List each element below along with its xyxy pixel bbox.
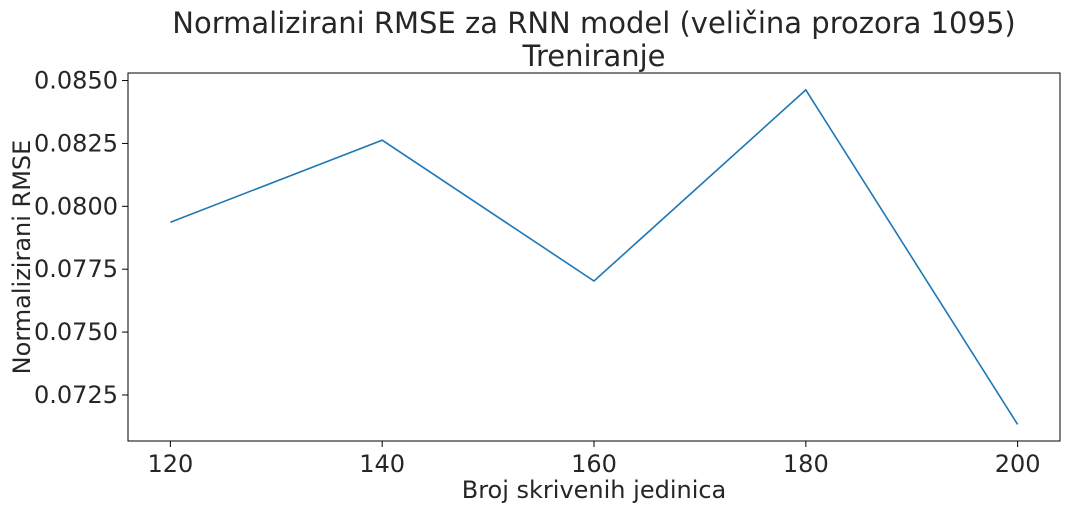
y-tick-label: 0.0825 [34, 129, 118, 157]
x-axis-label: Broj skrivenih jedinica [462, 476, 727, 504]
y-tick-label: 0.0750 [34, 318, 118, 346]
x-axis: 120 140 160 180 200 [147, 441, 1041, 478]
series-line [170, 88, 1019, 425]
chart-subtitle: Treniranje [522, 39, 666, 73]
x-tick-label: 140 [359, 450, 405, 478]
y-tick-label: 0.0725 [34, 381, 118, 409]
chart-title: Normalizirani RMSE za RNN model (veličin… [172, 6, 1015, 40]
y-tick-label: 0.0800 [34, 192, 118, 220]
y-axis-label: Normalizirani RMSE [8, 140, 36, 375]
x-tick-label: 120 [147, 450, 193, 478]
y-axis: 0.0725 0.0750 0.0775 0.0800 0.0825 0.0850 [34, 67, 128, 409]
plot-frame [127, 72, 1061, 442]
y-tick-label: 0.0850 [34, 67, 118, 95]
y-tick-label: 0.0775 [34, 255, 118, 283]
x-tick-label: 200 [995, 450, 1041, 478]
x-tick-label: 160 [571, 450, 617, 478]
x-tick-label: 180 [783, 450, 829, 478]
